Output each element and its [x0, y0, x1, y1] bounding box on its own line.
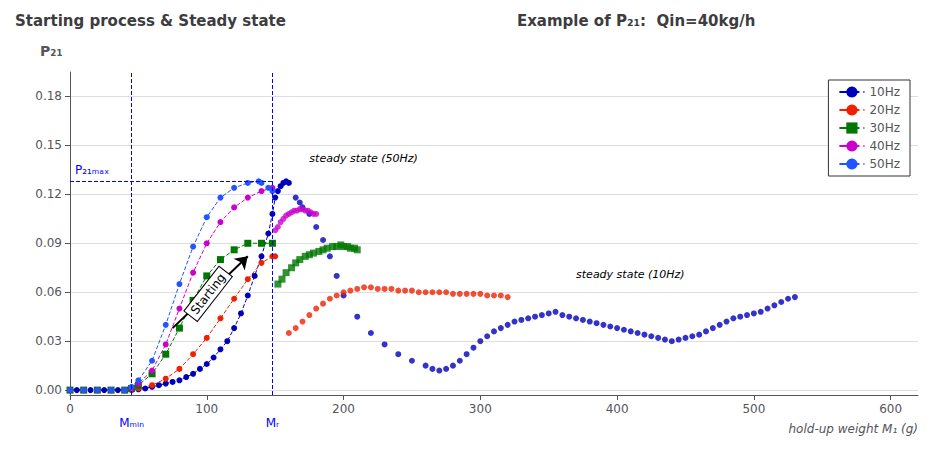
svg-text:0: 0 — [66, 402, 74, 416]
svg-text:steady state (10Hz): steady state (10Hz) — [576, 268, 685, 281]
svg-text:0.03: 0.03 — [35, 334, 62, 348]
svg-text:steady state (50Hz): steady state (50Hz) — [309, 152, 418, 165]
svg-text:100: 100 — [195, 402, 218, 416]
svg-text:300: 300 — [469, 402, 492, 416]
svg-text:Starting: Starting — [188, 271, 229, 317]
svg-text:Mₘᵢₙ: Mₘᵢₙ — [119, 416, 144, 430]
svg-text:200: 200 — [332, 402, 355, 416]
svg-text:P₂₁: P₂₁ — [40, 43, 63, 59]
svg-text:0.06: 0.06 — [35, 285, 62, 299]
svg-text:500: 500 — [742, 402, 765, 416]
svg-text:0.18: 0.18 — [35, 89, 62, 103]
svg-text:0.12: 0.12 — [35, 187, 62, 201]
svg-text:600: 600 — [879, 402, 902, 416]
svg-text:Starting process & Steady stat: Starting process & Steady state — [15, 12, 286, 30]
svg-text:400: 400 — [606, 402, 629, 416]
svg-text:0.00: 0.00 — [35, 383, 62, 397]
svg-text:50Hz: 50Hz — [869, 157, 900, 171]
svg-text:30Hz: 30Hz — [869, 121, 900, 135]
svg-text:0.09: 0.09 — [35, 236, 62, 250]
svg-text:20Hz: 20Hz — [869, 103, 900, 117]
svg-text:hold-up weight M₁ (g): hold-up weight M₁ (g) — [789, 422, 919, 436]
svg-text:40Hz: 40Hz — [869, 139, 900, 153]
svg-text:P₂₁ₘₐₓ: P₂₁ₘₐₓ — [75, 163, 109, 177]
svg-text:Example of P₂₁: Qin=40kg/h: Example of P₂₁: Qin=40kg/h — [517, 12, 755, 30]
svg-text:0.15: 0.15 — [35, 138, 62, 152]
svg-text:10Hz: 10Hz — [869, 85, 900, 99]
svg-text:Mᵣ: Mᵣ — [266, 416, 280, 430]
